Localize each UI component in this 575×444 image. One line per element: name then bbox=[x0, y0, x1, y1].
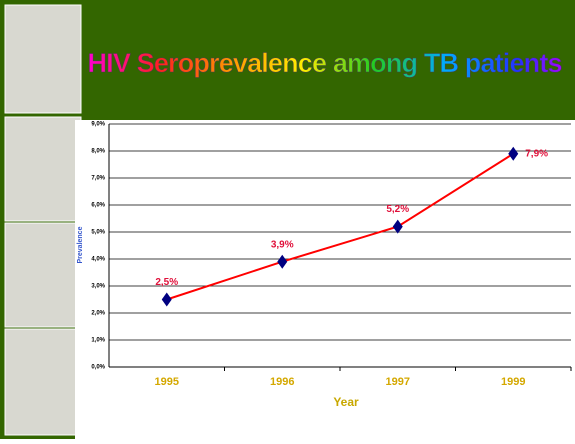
y-tick-label: 5,0% bbox=[91, 230, 105, 236]
data-label: 5,2% bbox=[386, 204, 409, 215]
y-tick-label: 2,0% bbox=[91, 311, 105, 317]
side-image bbox=[4, 4, 82, 114]
marker bbox=[161, 292, 172, 307]
y-tick-label: 6,0% bbox=[91, 203, 105, 209]
x-tick-label: 1996 bbox=[270, 376, 294, 388]
x-tick-label: 1997 bbox=[386, 376, 410, 388]
marker bbox=[277, 254, 288, 269]
data-label: 3,9% bbox=[271, 239, 294, 250]
marker bbox=[392, 219, 403, 234]
y-tick-label: 1,0% bbox=[91, 338, 105, 344]
y-tick-label: 3,0% bbox=[91, 284, 105, 290]
side-image bbox=[4, 328, 82, 436]
x-axis-label: Year bbox=[333, 395, 359, 409]
data-label: 2,5% bbox=[155, 277, 178, 288]
marker bbox=[508, 146, 519, 161]
side-images bbox=[4, 4, 82, 436]
x-tick-label: 1995 bbox=[155, 376, 179, 388]
y-tick-label: 8,0% bbox=[91, 149, 105, 155]
x-tick-label: 1999 bbox=[501, 376, 525, 388]
y-axis-label: Prevalence bbox=[77, 226, 84, 263]
chart-title: HIV Seroprevalence among TB patients bbox=[88, 48, 563, 78]
y-tick-label: 7,0% bbox=[91, 176, 105, 182]
line bbox=[166, 152, 514, 301]
y-tick-label: 9,0% bbox=[91, 122, 105, 128]
side-image bbox=[4, 116, 82, 222]
data-label: 7,9% bbox=[525, 148, 548, 159]
y-tick-label: 0,0% bbox=[91, 365, 105, 371]
chart-area bbox=[75, 120, 575, 439]
y-tick-label: 4,0% bbox=[91, 257, 105, 263]
side-image bbox=[4, 222, 82, 328]
